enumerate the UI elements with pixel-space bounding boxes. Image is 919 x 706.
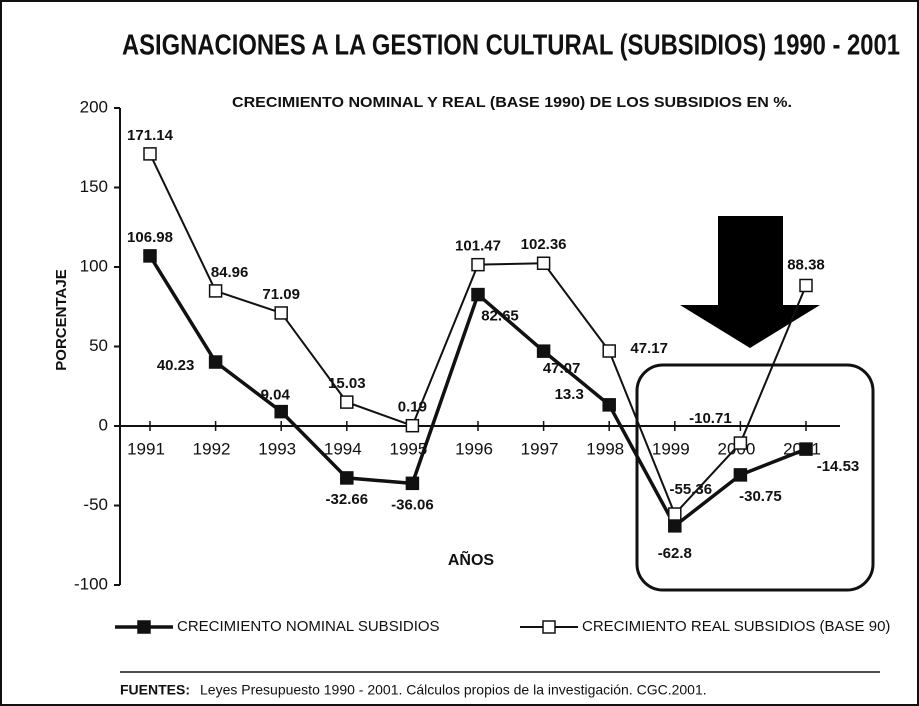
y-tick-label: 100 [80, 256, 108, 275]
y-tick-label: 0 [99, 415, 108, 434]
marker [536, 256, 551, 270]
marker [340, 395, 354, 409]
x-tick-label: 1994 [324, 439, 362, 458]
value-label: 71.09 [262, 286, 300, 303]
value-label: -10.71 [689, 410, 732, 427]
marker [799, 278, 813, 293]
marker [668, 507, 682, 521]
value-label: 9.04 [261, 387, 291, 404]
y-tick-label: -100 [74, 574, 108, 593]
marker [471, 287, 485, 302]
x-tick-label: 1991 [127, 439, 165, 458]
value-label: -55.36 [670, 481, 713, 498]
x-tick-label: 1998 [586, 439, 624, 458]
value-label: 47.07 [543, 360, 581, 377]
marker [274, 306, 288, 320]
highlight-box [635, 363, 875, 592]
value-label: 47.17 [630, 340, 668, 357]
marker [208, 355, 223, 369]
value-label: -30.75 [739, 488, 782, 505]
legend-label: CRECIMIENTO REAL SUBSIDIOS (BASE 90) [582, 618, 890, 635]
value-label: -36.06 [391, 496, 434, 513]
x-tick-label: 1995 [389, 439, 427, 458]
value-label: 0.19 [398, 399, 427, 416]
x-tick-label: 1997 [521, 439, 559, 458]
marker [602, 398, 616, 412]
marker [405, 476, 420, 491]
x-tick-label: 1996 [455, 439, 493, 458]
marker [208, 284, 223, 298]
value-label: 101.47 [455, 238, 501, 255]
source-label: FUENTES: [120, 682, 190, 698]
y-tick-label: 200 [80, 97, 108, 116]
marker [340, 471, 354, 485]
marker [143, 249, 157, 263]
marker [143, 147, 157, 161]
legend-label: CRECIMIENTO NOMINAL SUBSIDIOS [177, 618, 440, 635]
arrow [680, 216, 820, 348]
value-label: 171.14 [127, 127, 174, 144]
value-label: -32.66 [326, 491, 369, 508]
marker [799, 442, 813, 456]
x-tick-label: 1993 [258, 439, 296, 458]
x-tick-label: 1992 [193, 439, 231, 458]
chart-subtitle: CRECIMIENTO NOMINAL Y REAL (BASE 1990) D… [232, 94, 792, 111]
value-label: -14.53 [817, 458, 860, 475]
source-text: Leyes Presupuesto 1990 - 2001. Cálculos … [200, 682, 707, 698]
legend-marker [542, 620, 556, 634]
marker [536, 344, 551, 358]
value-label: 102.36 [521, 236, 567, 253]
marker [405, 418, 420, 433]
value-label: 13.3 [555, 386, 584, 403]
value-label: 106.98 [127, 229, 173, 246]
legend-marker [137, 620, 151, 634]
marker [602, 344, 616, 358]
marker [733, 436, 748, 450]
y-tick-label: -50 [83, 495, 108, 514]
chart-title: ASIGNACIONES A LA GESTION CULTURAL (SUBS… [122, 30, 900, 62]
value-label: 40.23 [157, 357, 195, 374]
value-label: 15.03 [328, 375, 366, 392]
value-label: 84.96 [211, 264, 249, 281]
value-label: 88.38 [787, 256, 825, 273]
x-tick-label: 1999 [652, 439, 690, 458]
marker [471, 257, 485, 272]
x-axis-label: AÑOS [448, 549, 495, 569]
marker [668, 519, 682, 533]
marker [274, 404, 288, 419]
y-tick-label: 150 [80, 177, 108, 196]
y-tick-label: 50 [89, 336, 108, 355]
marker [733, 468, 748, 482]
y-axis-label: PORCENTAJE [53, 269, 70, 370]
value-label: -62.8 [658, 545, 692, 562]
value-label: 82.65 [481, 308, 519, 325]
